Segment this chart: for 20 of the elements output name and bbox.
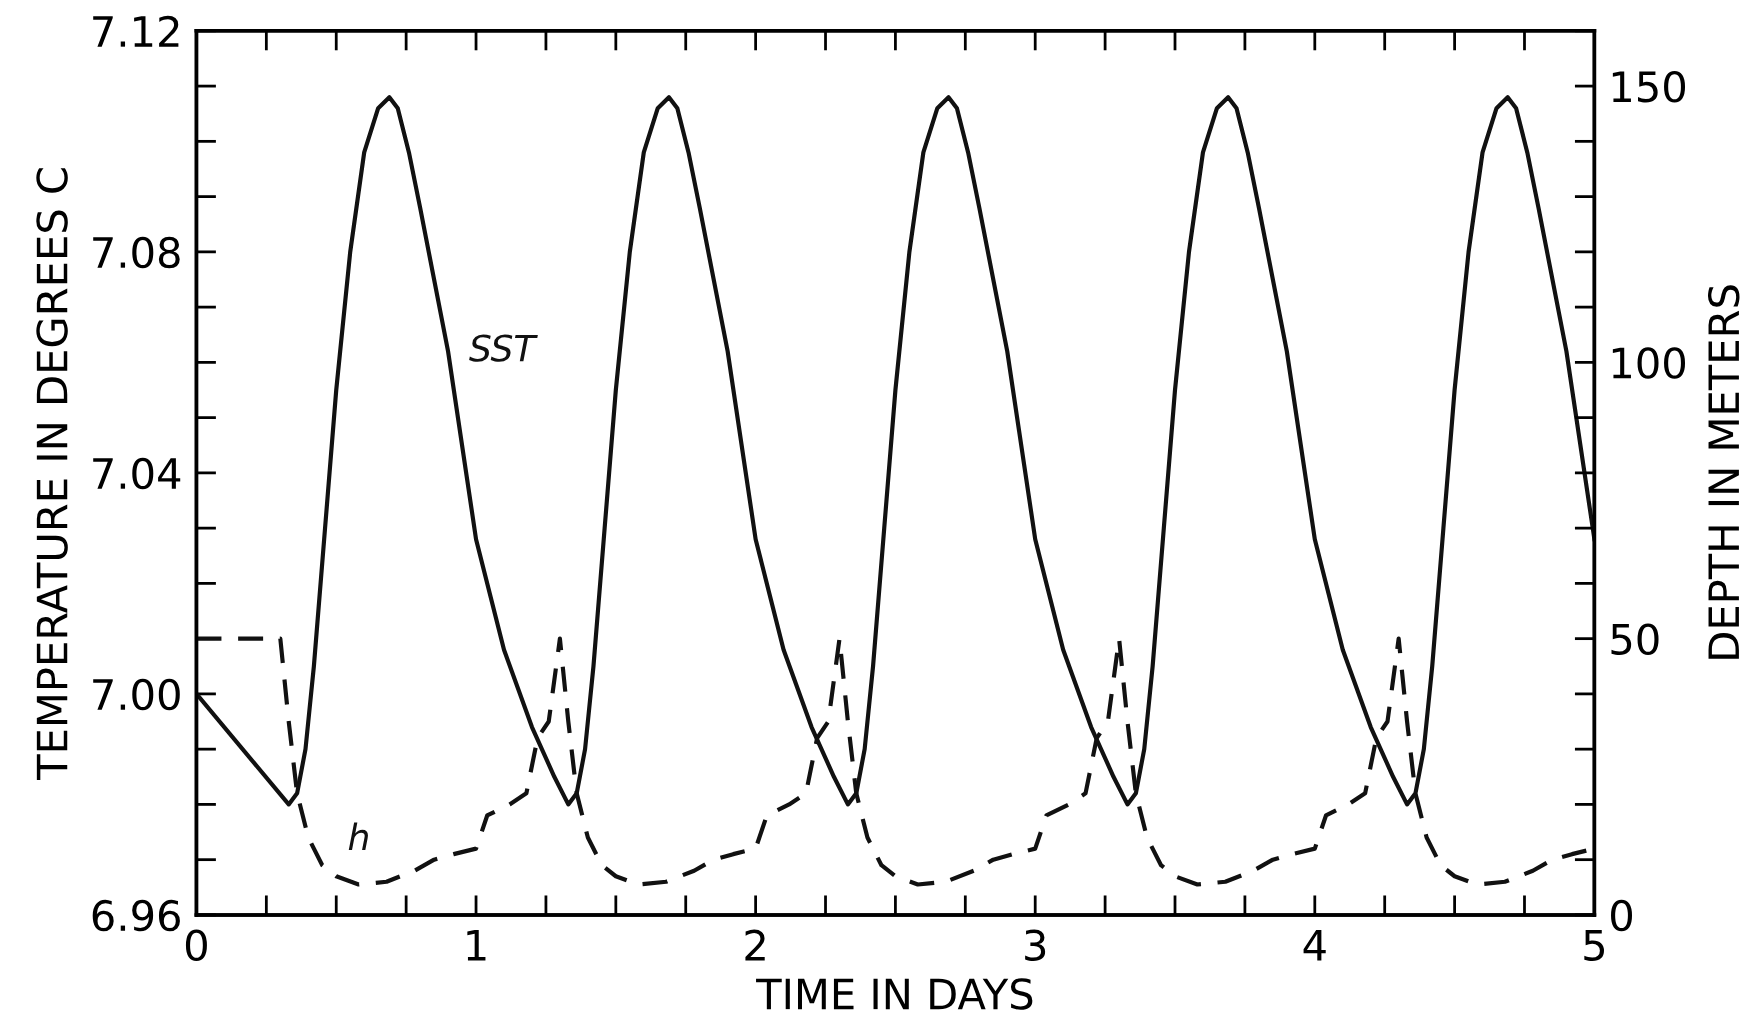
x-tick-label: 2	[745, 929, 765, 961]
x-tick-label: 1	[467, 930, 486, 961]
y2-axis-title: DEPTH IN METERS	[1707, 285, 1740, 659]
y-tick-label: 7.04	[93, 457, 181, 490]
x-tick-label: 4	[1303, 930, 1326, 961]
x-tick-label: 5	[1584, 930, 1604, 962]
y-tick-label: 6.96	[92, 899, 180, 932]
y-tick-label: 7.00	[93, 678, 180, 711]
x-axis-title: TIME IN DAYS	[756, 978, 1033, 1010]
y-tick-label: 7.08	[93, 236, 180, 269]
x-tick-label: 0	[185, 929, 207, 962]
y2-tick-label: 0	[1611, 899, 1633, 932]
y2-tick-label: 50	[1611, 623, 1659, 656]
y2-tick-label: 100	[1612, 347, 1686, 379]
series-label: SST	[469, 334, 538, 362]
y2-tick-label: 150	[1612, 71, 1686, 103]
x-tick-label: 3	[1025, 929, 1046, 962]
y-axis-title: TEMPERATURE IN DEGREES C	[36, 168, 68, 781]
y-tick-label: 7.12	[93, 15, 179, 47]
series-label: h	[348, 822, 368, 851]
